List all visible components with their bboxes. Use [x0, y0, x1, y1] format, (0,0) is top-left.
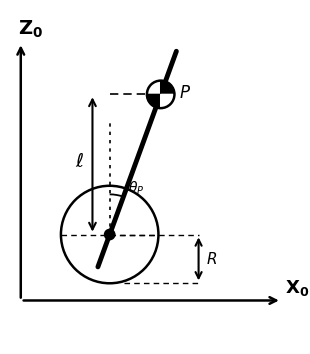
Wedge shape — [147, 81, 161, 95]
Text: $R$: $R$ — [206, 251, 217, 267]
Wedge shape — [161, 95, 175, 108]
Text: $\ell$: $\ell$ — [75, 152, 84, 171]
Text: $\mathbf{X_0}$: $\mathbf{X_0}$ — [285, 278, 309, 298]
Text: $\mathbf{Z_0}$: $\mathbf{Z_0}$ — [18, 18, 43, 40]
Text: $P$: $P$ — [179, 84, 191, 102]
Wedge shape — [147, 95, 161, 108]
Circle shape — [147, 81, 175, 108]
Wedge shape — [161, 81, 175, 95]
Text: $\theta_P$: $\theta_P$ — [128, 180, 145, 197]
Circle shape — [104, 229, 115, 240]
